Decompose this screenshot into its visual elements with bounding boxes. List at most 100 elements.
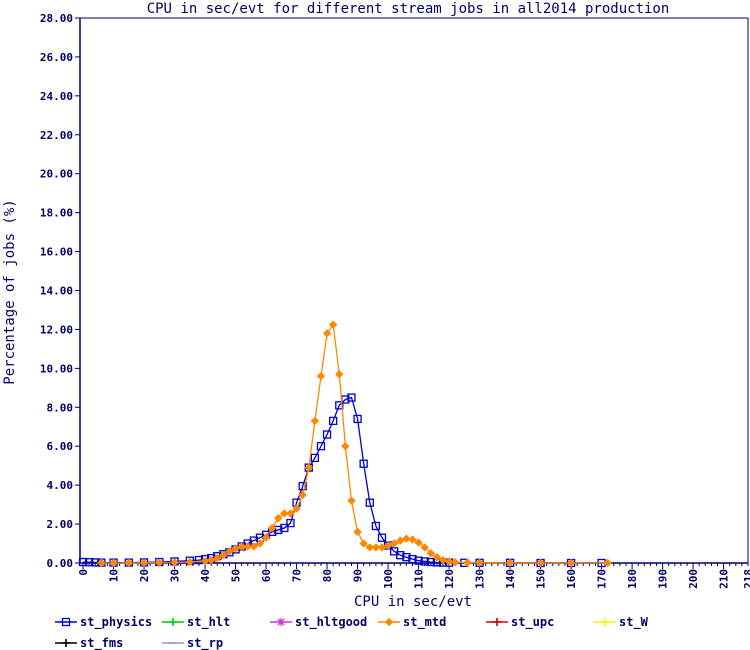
st_mtd-point — [402, 534, 411, 543]
st_physics-point — [78, 557, 88, 567]
st_mtd-point — [432, 552, 442, 562]
legend-marker — [601, 618, 609, 626]
y-tick-label: 18.00 — [40, 207, 73, 220]
st_physics-point — [85, 558, 94, 567]
st_physics-point — [280, 523, 289, 533]
st_mtd-point — [566, 558, 576, 568]
st_mtd-point — [450, 558, 460, 567]
st_physics-point — [329, 416, 338, 426]
st_mtd-point — [255, 539, 265, 548]
y-tick-label: 16.00 — [40, 246, 73, 259]
x-tick-label: 200 — [687, 569, 700, 589]
legend-item-st_rp: st_rp — [162, 636, 223, 650]
legend: st_physics st_hlt st_hltgood st_mtd st_upc st… — [55, 615, 649, 650]
st_physics-point — [365, 498, 374, 507]
legend-label: st_W — [619, 615, 649, 630]
series-st_mtd — [97, 320, 612, 568]
legend-label: st_mtd — [403, 615, 446, 630]
y-tick-label: 10.00 — [40, 362, 73, 375]
legend-marker — [62, 639, 70, 647]
st_mtd-point — [213, 553, 222, 563]
st_physics-point — [420, 557, 429, 566]
legend-marker — [277, 618, 285, 626]
y-tick-label: 26.00 — [40, 51, 73, 64]
x-tick-label: 30 — [169, 569, 182, 582]
st_physics-point — [274, 525, 283, 535]
st_physics-point — [426, 557, 435, 567]
legend-item-st_hlt: st_hlt — [162, 615, 230, 630]
st_physics-point — [353, 414, 362, 424]
st_mtd-point — [219, 551, 228, 560]
st_mtd-point — [185, 557, 195, 567]
st_mtd-point — [341, 442, 350, 451]
y-tick-label: 28.00 — [40, 12, 73, 25]
st_mtd-point — [139, 558, 149, 568]
x-tick-label: 110 — [413, 569, 426, 589]
st_physics-point — [286, 518, 295, 528]
st_mtd-point — [426, 549, 435, 558]
st_mtd-point — [310, 416, 320, 426]
x-tick-label: 0 — [77, 569, 90, 576]
st_mtd-point — [383, 541, 393, 550]
legend-item-st_fms: st_fms — [55, 636, 123, 650]
st_physics-point — [377, 533, 387, 542]
chart-title: CPU in sec/evt for different stream jobs… — [147, 1, 670, 17]
legend-label: st_hltgood — [295, 615, 367, 630]
st_physics-point — [414, 556, 423, 565]
y-tick-label: 4.00 — [47, 479, 74, 492]
st_mtd-point — [371, 543, 381, 552]
x-axis: 0 10 20 30 40 50 60 70 80 90 100 110 120 130 140 150 160… — [77, 563, 750, 589]
y-tick-label: 24.00 — [40, 90, 73, 103]
st_physics-point — [396, 551, 405, 560]
legend-marker — [493, 618, 501, 626]
st_physics-point — [298, 481, 307, 491]
legend-item-st_W: st_W — [594, 615, 649, 630]
x-tick-label: 150 — [535, 569, 548, 589]
legend-marker — [384, 617, 394, 627]
st_physics-point — [371, 521, 381, 531]
st_mtd-point — [124, 558, 134, 568]
st_physics-point — [359, 459, 368, 468]
st_physics-point — [310, 453, 320, 463]
legend-label: st_hlt — [187, 615, 230, 630]
y-tick-label: 14.00 — [40, 285, 73, 298]
legend-marker — [61, 617, 71, 627]
st_mtd-point — [438, 555, 448, 565]
st_mtd-point — [365, 543, 374, 552]
st_mtd-point — [170, 558, 179, 567]
st_mtd-point — [206, 555, 216, 565]
st_mtd-point — [155, 558, 164, 567]
x-tick-label: 40 — [199, 569, 212, 582]
x-tick-label: 20 — [138, 569, 151, 582]
legend-marker — [169, 618, 177, 626]
st_mtd-point — [97, 558, 106, 568]
legend-label: st_physics — [80, 615, 152, 630]
st_mtd-point — [377, 543, 387, 552]
st_mtd-point — [414, 538, 423, 547]
st_mtd-point — [505, 558, 515, 568]
y-tick-label: 6.00 — [47, 440, 74, 453]
x-tick-label: 130 — [474, 569, 487, 589]
x-tick-label: 50 — [230, 569, 243, 582]
x-tick-label: 190 — [657, 569, 670, 589]
y-tick-label: 2.00 — [47, 518, 74, 531]
st_mtd-point — [353, 527, 362, 537]
st_physics-point — [316, 442, 326, 451]
st_mtd-point — [389, 539, 399, 548]
st_mtd-point — [603, 558, 612, 568]
x-tick-label: 70 — [291, 569, 304, 582]
x-tick-label: 100 — [382, 569, 395, 589]
y-tick-label: 8.00 — [47, 401, 74, 414]
y-tick-label: 22.00 — [40, 129, 73, 142]
st_mtd-point — [225, 547, 234, 556]
st_mtd-point — [298, 490, 307, 500]
y-tick-label: 0.00 — [47, 557, 74, 570]
x-tick-label: 218 — [742, 569, 750, 589]
st_mtd-point — [408, 535, 417, 544]
st_physics-point — [347, 393, 356, 402]
st_mtd-point — [420, 543, 429, 552]
st_mtd-point — [475, 558, 484, 568]
x-tick-label: 60 — [260, 569, 273, 582]
st_mtd-point — [292, 504, 301, 513]
y-tick-label: 20.00 — [40, 168, 73, 181]
